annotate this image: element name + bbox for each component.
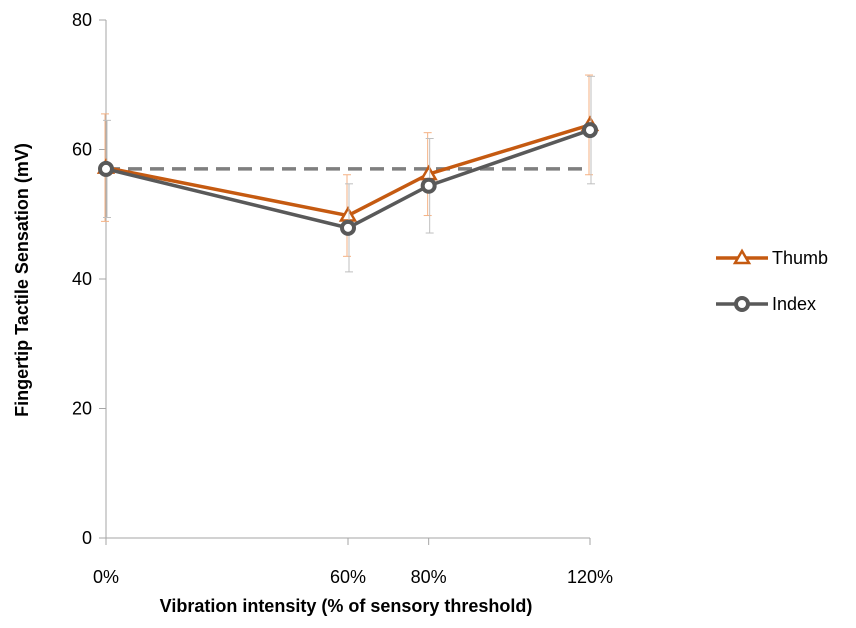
x-tick-label: 120% xyxy=(567,567,613,587)
legend-label: Index xyxy=(772,294,816,314)
data-point xyxy=(98,160,114,177)
legend-marker xyxy=(732,248,752,265)
series-index xyxy=(98,75,598,273)
y-tick-label: 60 xyxy=(72,140,92,160)
y-tick-label: 20 xyxy=(72,399,92,419)
x-tick-label: 60% xyxy=(330,567,366,587)
data-point xyxy=(420,177,437,194)
y-tick-labels: 0 20 40 60 80 xyxy=(72,10,92,548)
legend: Thumb Index xyxy=(716,248,828,314)
y-tick-label: 80 xyxy=(72,10,92,30)
legend-item-index: Index xyxy=(716,294,816,314)
axes xyxy=(99,19,591,545)
data-point xyxy=(338,206,358,222)
series-line xyxy=(105,123,591,218)
x-axis-title: Vibration intensity (% of sensory thresh… xyxy=(160,596,533,616)
y-tick-label: 40 xyxy=(72,269,92,289)
legend-item-thumb: Thumb xyxy=(716,248,828,268)
series-group xyxy=(96,74,600,273)
legend-label: Thumb xyxy=(772,248,828,268)
y-tick-label: 0 xyxy=(82,528,92,548)
x-tick-label: 0% xyxy=(93,567,119,587)
x-tick-labels: 0% 60% 80% 120% xyxy=(93,567,613,587)
data-point xyxy=(340,219,356,236)
x-tick-label: 80% xyxy=(411,567,447,587)
series-line xyxy=(105,128,591,230)
data-point xyxy=(582,122,598,139)
legend-marker xyxy=(734,296,750,312)
y-axis-title: Fingertip Tactile Sensation (mV) xyxy=(12,143,32,417)
